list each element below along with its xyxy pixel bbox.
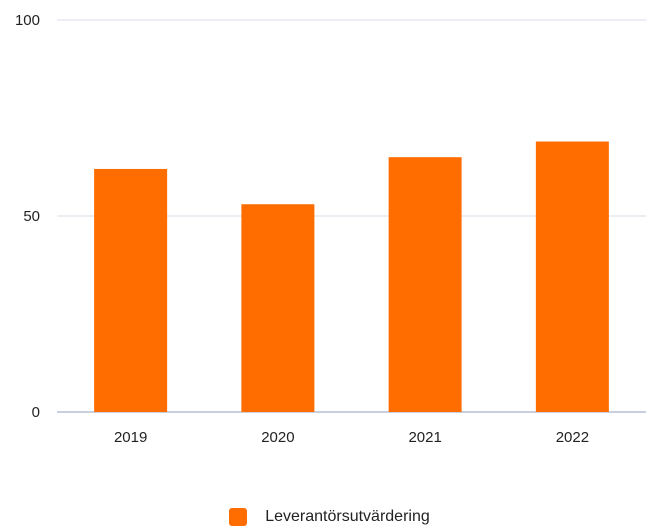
x-tick-label: 2019 xyxy=(114,429,147,446)
legend-swatch xyxy=(229,508,248,526)
bar xyxy=(94,168,168,412)
y-tick-label: 0 xyxy=(32,404,40,421)
bar xyxy=(388,157,462,412)
y-axis-ticks: 0 50 100 xyxy=(15,12,40,421)
bar xyxy=(241,204,315,412)
bar xyxy=(535,141,609,412)
y-tick-label: 100 xyxy=(15,12,40,29)
legend-label: Leverantörsutvärdering xyxy=(265,508,430,525)
bar-chart: 0 50 100 2019 2020 2021 2022 xyxy=(15,12,646,446)
bars xyxy=(94,141,609,412)
x-tick-label: 2020 xyxy=(261,429,294,446)
y-tick-label: 50 xyxy=(23,208,40,225)
x-tick-label: 2021 xyxy=(408,429,441,446)
legend: Leverantörsutvärdering xyxy=(0,508,659,526)
x-axis-ticks: 2019 2020 2021 2022 xyxy=(114,429,589,446)
x-tick-label: 2022 xyxy=(556,429,589,446)
